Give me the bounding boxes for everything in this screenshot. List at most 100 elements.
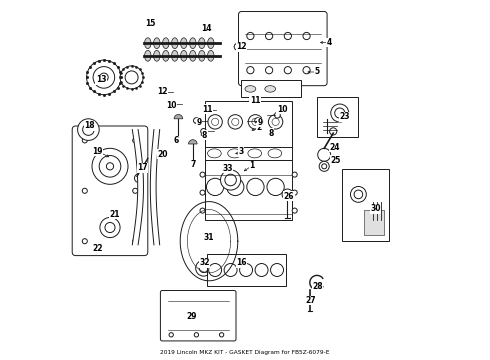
Circle shape [133,239,138,244]
Text: 31: 31 [204,233,214,242]
Text: 12: 12 [236,42,246,51]
Circle shape [159,89,165,95]
Bar [207,254,286,286]
Circle shape [321,164,327,169]
Text: 12: 12 [157,87,168,96]
Text: 30: 30 [370,204,381,213]
Circle shape [194,333,198,337]
Circle shape [106,163,114,170]
Text: 24: 24 [329,143,340,152]
Bar [205,147,292,160]
Circle shape [249,98,255,104]
Circle shape [82,239,87,244]
Circle shape [208,114,222,129]
Text: 8: 8 [269,129,274,138]
Text: 28: 28 [313,282,323,291]
Circle shape [82,188,87,193]
Circle shape [228,114,243,129]
Ellipse shape [180,38,187,49]
FancyBboxPatch shape [72,126,148,256]
Circle shape [247,32,254,40]
Circle shape [200,208,205,213]
Ellipse shape [208,50,214,61]
Circle shape [105,222,115,233]
Circle shape [335,108,345,118]
Circle shape [282,189,293,200]
Bar [342,169,389,241]
Circle shape [92,148,128,184]
Circle shape [220,333,224,337]
Circle shape [240,264,252,276]
Circle shape [292,172,297,177]
Text: 4: 4 [326,38,332,47]
Circle shape [319,161,329,171]
Circle shape [292,190,297,195]
Ellipse shape [153,38,160,49]
Circle shape [274,112,280,118]
Ellipse shape [228,149,242,158]
Circle shape [318,148,331,161]
Text: 10: 10 [166,101,176,110]
Circle shape [220,170,241,190]
Circle shape [199,264,208,273]
Text: 32: 32 [199,258,210,267]
Circle shape [133,188,138,193]
Text: 8: 8 [202,130,207,139]
Circle shape [255,118,261,123]
Circle shape [247,67,254,74]
Ellipse shape [172,38,178,49]
Text: 29: 29 [187,312,197,321]
Text: 2: 2 [257,123,262,132]
Text: 10: 10 [277,104,287,114]
Circle shape [255,264,268,276]
Text: 15: 15 [146,19,156,28]
Circle shape [267,178,284,195]
Ellipse shape [190,50,196,61]
Text: 20: 20 [157,150,168,158]
Text: 11: 11 [202,104,213,114]
Ellipse shape [208,38,214,49]
Text: 23: 23 [340,112,350,121]
Circle shape [194,118,199,123]
Circle shape [120,66,143,89]
Bar [205,160,292,220]
Ellipse shape [198,38,205,49]
Ellipse shape [190,38,196,49]
Text: 27: 27 [305,296,316,305]
Ellipse shape [145,38,151,49]
Text: 2019 Lincoln MKZ KIT - GASKET Diagram for FB5Z-6079-E: 2019 Lincoln MKZ KIT - GASKET Diagram fo… [160,350,330,355]
Ellipse shape [145,50,151,61]
Text: 14: 14 [201,24,211,33]
Text: 22: 22 [92,244,102,253]
Ellipse shape [265,86,275,92]
Circle shape [234,43,242,50]
Circle shape [284,32,292,40]
Text: 5: 5 [315,68,319,77]
Circle shape [133,138,138,143]
Circle shape [209,264,221,276]
Circle shape [212,118,219,126]
Circle shape [350,186,367,202]
Circle shape [201,129,206,134]
Text: 21: 21 [109,210,120,219]
Circle shape [269,114,283,129]
Circle shape [247,178,264,195]
Circle shape [99,156,121,177]
Circle shape [354,190,363,199]
Circle shape [303,32,310,40]
Circle shape [200,172,205,177]
Circle shape [169,333,173,337]
Ellipse shape [245,86,256,92]
Circle shape [224,264,237,276]
Text: 6: 6 [174,136,179,145]
Ellipse shape [248,149,262,158]
Text: 26: 26 [284,192,294,201]
Circle shape [330,128,337,135]
Circle shape [266,67,273,74]
Circle shape [206,178,224,195]
FancyBboxPatch shape [160,291,236,341]
Circle shape [284,67,292,74]
Wedge shape [189,140,197,144]
Circle shape [292,208,297,213]
Text: 33: 33 [222,164,233,173]
